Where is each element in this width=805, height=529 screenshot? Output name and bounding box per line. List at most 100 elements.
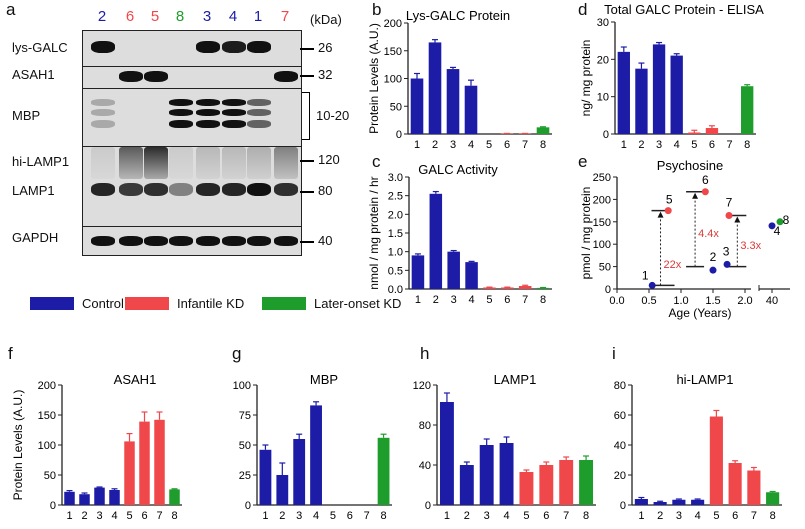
- x-tick-label-c: 3: [451, 294, 457, 306]
- blot-band: [169, 99, 193, 106]
- y-tick-label-e: 50: [599, 262, 611, 274]
- x-tick-label-c: 1: [415, 294, 421, 306]
- fold-change-label: 3.3x: [740, 240, 761, 252]
- bar-c-2: [429, 193, 443, 289]
- kda-marker-label: 40: [318, 233, 333, 248]
- blot-band: [169, 120, 193, 128]
- y-axis-label-e: pmol / mg protein: [579, 187, 593, 280]
- blot-row-label: hi-LAMP1: [12, 154, 70, 169]
- bar-c-8: [536, 287, 550, 289]
- point-label: 4: [774, 224, 781, 238]
- x-tick-label-i: 4: [695, 510, 701, 522]
- x-tick-label-h: 6: [543, 510, 549, 522]
- blot-band: [196, 99, 220, 106]
- kda-tick: [300, 160, 314, 162]
- point-label: 8: [783, 213, 790, 227]
- panel-letter-e: e: [578, 152, 588, 171]
- legend-later-onset: Later-onset KD: [262, 296, 401, 311]
- bar-b-8: [536, 127, 550, 134]
- chart-title-i: hi-LAMP1: [676, 372, 733, 387]
- y-tick-label-d: 10: [597, 92, 609, 104]
- blot-band: [222, 120, 246, 128]
- y-tick-label-f: 100: [38, 440, 56, 452]
- blot-strip: [82, 146, 302, 227]
- panel-letter-g: g: [232, 344, 242, 363]
- blot-band: [274, 183, 298, 196]
- x-tick-label-f: 5: [126, 510, 132, 522]
- point-label: 6: [702, 173, 709, 187]
- x-tick-label-b: 4: [468, 139, 474, 151]
- point-label: 2: [710, 250, 717, 264]
- legend-label: Control: [82, 296, 124, 311]
- bar-d-8: [741, 86, 754, 134]
- kda-tick: [300, 75, 314, 77]
- x-tick-label-b: 8: [540, 139, 546, 151]
- y-tick-label-c: 1.5: [388, 228, 403, 240]
- y-tick-label-e: 250: [593, 172, 611, 184]
- bar-c-4: [465, 262, 478, 289]
- lane-label: 3: [202, 8, 212, 25]
- blot-band: [196, 236, 220, 246]
- x-tick-label-e: 1.0: [673, 295, 688, 307]
- kda-marker-label: 26: [318, 40, 333, 55]
- y-tick-label-f: 50: [44, 470, 56, 482]
- blot-band: [196, 109, 220, 116]
- x-tick-label-e: 1.5: [705, 295, 720, 307]
- y-tick-label-h: 0: [425, 500, 431, 512]
- bar-f-8: [169, 489, 180, 505]
- y-tick-label-i: 80: [614, 380, 626, 392]
- x-tick-label-i: 6: [732, 510, 738, 522]
- y-tick-label-i: 20: [614, 470, 626, 482]
- y-tick-label-b: 150: [384, 46, 402, 58]
- legend-control: Control: [30, 296, 124, 311]
- blot-band: [196, 41, 220, 53]
- y-tick-label-g: 0: [245, 500, 251, 512]
- bar-g-8: [377, 437, 390, 505]
- x-tick-label-f: 2: [81, 510, 87, 522]
- blot-band: [91, 147, 115, 179]
- panel-letter-f: f: [8, 344, 13, 363]
- blot-band: [196, 183, 220, 196]
- bar-h-1: [439, 402, 454, 505]
- blot-row-label: MBP: [12, 108, 41, 123]
- blot-band: [247, 236, 271, 246]
- y-tick-label-e: 150: [593, 217, 611, 229]
- x-tick-label-e: 0.5: [641, 295, 656, 307]
- y-axis-label-b: Protein Levels (A.U.): [367, 23, 381, 134]
- blot-band: [247, 120, 271, 128]
- bar-h-5: [519, 472, 534, 505]
- blot-band: [222, 147, 246, 179]
- x-tick-label-i: 1: [638, 510, 644, 522]
- y-axis-label-d: ng/ mg protein: [579, 40, 593, 117]
- lane-label: 5: [150, 8, 160, 25]
- blot-band: [119, 71, 143, 82]
- y-tick-label-c: 3.0: [388, 172, 403, 184]
- bar-h-2: [459, 465, 474, 505]
- bar-i-4: [691, 499, 705, 505]
- kda-unit-label: (kDa): [310, 12, 342, 27]
- x-tick-label-e: 0.0: [609, 295, 624, 307]
- blot-band: [274, 147, 298, 179]
- y-tick-label-e: 100: [593, 239, 611, 251]
- x-tick-label-h: 5: [523, 510, 529, 522]
- blot-band: [274, 71, 298, 82]
- y-tick-label-f: 200: [38, 380, 56, 392]
- y-tick-label-f: 0: [50, 500, 56, 512]
- blot-band: [169, 236, 193, 246]
- y-tick-label-b: 100: [384, 74, 402, 86]
- x-tick-label-g: 8: [381, 510, 387, 522]
- x-tick-label-h: 8: [583, 510, 589, 522]
- blot-band: [169, 109, 193, 116]
- bar-i-1: [634, 499, 648, 505]
- x-tick-label-b: 3: [450, 139, 456, 151]
- x-tick-label-h: 3: [484, 510, 490, 522]
- x-tick-label-c: 6: [504, 294, 510, 306]
- blot-band: [144, 71, 168, 82]
- lane-label: 7: [280, 8, 290, 25]
- x-tick-label-f: 1: [66, 510, 72, 522]
- blot-strip: [82, 88, 302, 147]
- bar-i-5: [709, 416, 723, 505]
- y-tick-label-d: 0: [603, 129, 609, 141]
- blot-band: [247, 183, 271, 196]
